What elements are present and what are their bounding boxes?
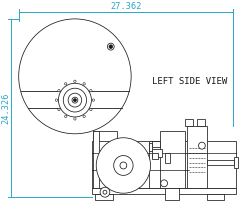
- Bar: [93, 131, 117, 143]
- Bar: [153, 149, 162, 157]
- Bar: [160, 131, 185, 188]
- Circle shape: [114, 156, 133, 175]
- Circle shape: [100, 187, 110, 197]
- Bar: [185, 119, 193, 126]
- Text: 27.362: 27.362: [110, 2, 141, 11]
- Bar: [95, 194, 113, 200]
- Circle shape: [74, 80, 76, 82]
- Bar: [234, 157, 238, 168]
- Circle shape: [74, 118, 76, 120]
- Bar: [153, 141, 160, 147]
- Circle shape: [64, 115, 67, 118]
- Text: LEFT SIDE VIEW: LEFT SIDE VIEW: [153, 77, 228, 86]
- Circle shape: [59, 83, 92, 117]
- Bar: [92, 188, 236, 194]
- Circle shape: [83, 83, 85, 85]
- Circle shape: [74, 99, 76, 102]
- Bar: [187, 126, 207, 188]
- Circle shape: [64, 83, 67, 85]
- Bar: [207, 194, 224, 200]
- Bar: [92, 141, 236, 188]
- Circle shape: [108, 43, 114, 50]
- Circle shape: [83, 115, 85, 118]
- Bar: [149, 143, 153, 151]
- Bar: [165, 153, 170, 162]
- Text: 24.326: 24.326: [1, 92, 10, 124]
- Bar: [197, 119, 205, 126]
- Circle shape: [68, 93, 82, 107]
- Circle shape: [199, 142, 205, 149]
- Circle shape: [92, 99, 94, 101]
- Circle shape: [90, 108, 92, 111]
- Bar: [165, 188, 179, 200]
- Circle shape: [58, 108, 60, 111]
- Circle shape: [120, 162, 127, 169]
- Circle shape: [72, 97, 78, 103]
- Circle shape: [55, 99, 58, 101]
- Circle shape: [90, 89, 92, 92]
- Circle shape: [63, 88, 87, 112]
- Circle shape: [103, 190, 107, 194]
- Bar: [153, 153, 158, 159]
- Circle shape: [58, 89, 60, 92]
- Bar: [149, 141, 162, 188]
- Bar: [207, 159, 234, 165]
- Bar: [93, 131, 99, 188]
- Circle shape: [161, 180, 168, 187]
- Circle shape: [109, 45, 112, 48]
- Circle shape: [96, 138, 151, 193]
- Circle shape: [19, 19, 131, 134]
